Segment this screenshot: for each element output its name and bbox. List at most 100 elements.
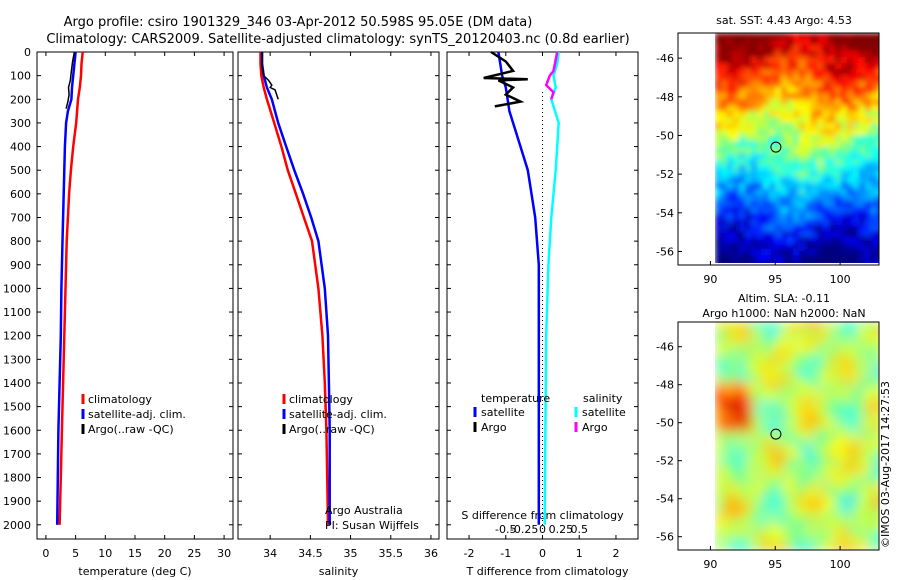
top-xtick-label: -0.5 xyxy=(495,523,516,536)
map-xtick-label: 90 xyxy=(703,273,717,286)
xtick-label: 36 xyxy=(424,547,438,560)
map-ytick-label: -52 xyxy=(656,455,674,468)
figure-title-line2: Climatology: CARS2009. Satellite-adjuste… xyxy=(46,32,629,47)
xtick-label: 1 xyxy=(576,547,583,560)
top-xtick-label: 0.5 xyxy=(570,523,588,536)
argo-position-marker xyxy=(770,141,782,153)
ytick-label: 900 xyxy=(10,259,31,272)
map-frame xyxy=(677,321,880,551)
map-ytick-label: -50 xyxy=(656,417,674,430)
legend-label: Argo(..raw -QC) xyxy=(88,423,174,436)
map-ytick-label: -46 xyxy=(656,52,674,65)
plot-frame-difference xyxy=(446,51,639,540)
series-line-2 xyxy=(483,50,528,108)
ytick-label: 200 xyxy=(10,93,31,106)
xtick-label: 34.5 xyxy=(298,547,323,560)
map-ytick-label: -54 xyxy=(656,207,674,220)
x-axis-label: T difference from climatology xyxy=(466,565,629,578)
x-axis-label: salinity xyxy=(319,565,359,578)
map-ytick-label: -46 xyxy=(656,341,674,354)
legend-label: climatology xyxy=(88,393,152,406)
top-x-axis-label: S difference from climatology xyxy=(461,509,624,522)
series-line-3 xyxy=(543,51,560,525)
top-xtick-label: 0 xyxy=(539,523,546,536)
panel-difference: -2 -1 0 1 2 T difference from climatology -0.5… xyxy=(446,50,639,578)
map-ytick-label: -50 xyxy=(656,129,674,142)
ytick-label: 300 xyxy=(10,117,31,130)
ytick-label: 1600 xyxy=(3,424,31,437)
top-xtick-label: 0.25 xyxy=(549,523,574,536)
ytick-label: 1700 xyxy=(3,448,31,461)
map-ytick-label: -56 xyxy=(656,245,674,258)
ytick-label: 1200 xyxy=(3,330,31,343)
xtick-label: 5 xyxy=(72,547,79,560)
figure-title-line1: Argo profile: csiro 1901329_346 03-Apr-2… xyxy=(64,15,533,30)
xtick-label: 25 xyxy=(187,547,201,560)
legend-label: Argo xyxy=(481,421,507,434)
series-line-1 xyxy=(58,51,84,525)
ytick-label: 1800 xyxy=(3,472,31,485)
legend-label: Argo xyxy=(582,421,608,434)
panel-temperature: 0100200300400500600700800900100011001200… xyxy=(3,46,234,578)
xtick-label: 35.5 xyxy=(379,547,404,560)
ytick-label: 500 xyxy=(10,164,31,177)
ytick-label: 1500 xyxy=(3,401,31,414)
map-panels: 90 95 100 -46 -48 -50 -52 -54 -56 90 95 100 -46 -48 -5… xyxy=(656,32,880,571)
side-stamp: ©IMOS 03-Aug-2017 14:27:53 xyxy=(879,381,892,548)
xtick-label: 0 xyxy=(42,547,49,560)
map-xtick-label: 90 xyxy=(703,558,717,571)
legend-label: satellite xyxy=(582,406,626,419)
map-ytick-label: -54 xyxy=(656,493,674,506)
map2-title-line2: Argo h1000: NaN h2000: NaN xyxy=(702,307,865,320)
map-ytick-label: -48 xyxy=(656,91,674,104)
xtick-label: 0 xyxy=(539,547,546,560)
x-axis-label: temperature (deg C) xyxy=(78,565,191,578)
panel-salinity: 34 34.5 35 35.5 36 salinity climatology satelli… xyxy=(237,51,440,578)
argo-position-marker xyxy=(770,428,782,440)
ytick-label: 100 xyxy=(10,70,31,83)
series-line-2 xyxy=(260,52,331,525)
ytick-label: 700 xyxy=(10,211,31,224)
annotation-text: PI: Susan Wijffels xyxy=(325,519,419,532)
xtick-label: 20 xyxy=(158,547,172,560)
ytick-label: 600 xyxy=(10,188,31,201)
series-line-4 xyxy=(544,51,559,100)
ytick-label: 1900 xyxy=(3,495,31,508)
map-panel-2: 90 95 100 -46 -48 -50 -52 -54 -56 xyxy=(656,321,880,571)
map-ytick-label: -48 xyxy=(656,379,674,392)
ytick-label: 1300 xyxy=(3,353,31,366)
ytick-label: 1400 xyxy=(3,377,31,390)
annotation-text: Argo Australia xyxy=(325,504,403,517)
map-ytick-label: -56 xyxy=(656,531,674,544)
series-line-1 xyxy=(259,52,330,525)
profile-charts: 0100200300400500600700800900100011001200… xyxy=(3,46,639,578)
legend-group-temperature: temperature xyxy=(481,392,550,405)
xtick-label: 34 xyxy=(263,547,277,560)
series-line-2 xyxy=(55,51,77,525)
map-xtick-label: 95 xyxy=(768,558,782,571)
plot-frame-temperature xyxy=(36,51,234,540)
series-line-3 xyxy=(65,51,76,109)
legend-label: satellite-adj. clim. xyxy=(88,408,186,421)
xtick-label: 35 xyxy=(344,547,358,560)
xtick-label: 30 xyxy=(217,547,231,560)
map-xtick-label: 95 xyxy=(768,273,782,286)
ytick-label: 2000 xyxy=(3,519,31,532)
map-xtick-label: 100 xyxy=(830,273,851,286)
map-panel-1: 90 95 100 -46 -48 -50 -52 -54 -56 xyxy=(656,32,880,286)
map-field-cells xyxy=(715,33,879,263)
ytick-label: 0 xyxy=(24,46,31,59)
ytick-label: 1000 xyxy=(3,282,31,295)
map2-title-line1: Altim. SLA: -0.11 xyxy=(738,292,830,305)
map-field-cells xyxy=(715,322,879,550)
top-xtick-label: -0.25 xyxy=(510,523,538,536)
ytick-label: 1100 xyxy=(3,306,31,319)
xtick-label: 15 xyxy=(128,547,142,560)
legend-label: climatology xyxy=(289,393,353,406)
series-line-3 xyxy=(261,52,279,100)
ytick-label: 400 xyxy=(10,141,31,154)
legend-group-salinity: salinity xyxy=(583,392,623,405)
map-xtick-label: 100 xyxy=(830,558,851,571)
xtick-label: 10 xyxy=(98,547,112,560)
